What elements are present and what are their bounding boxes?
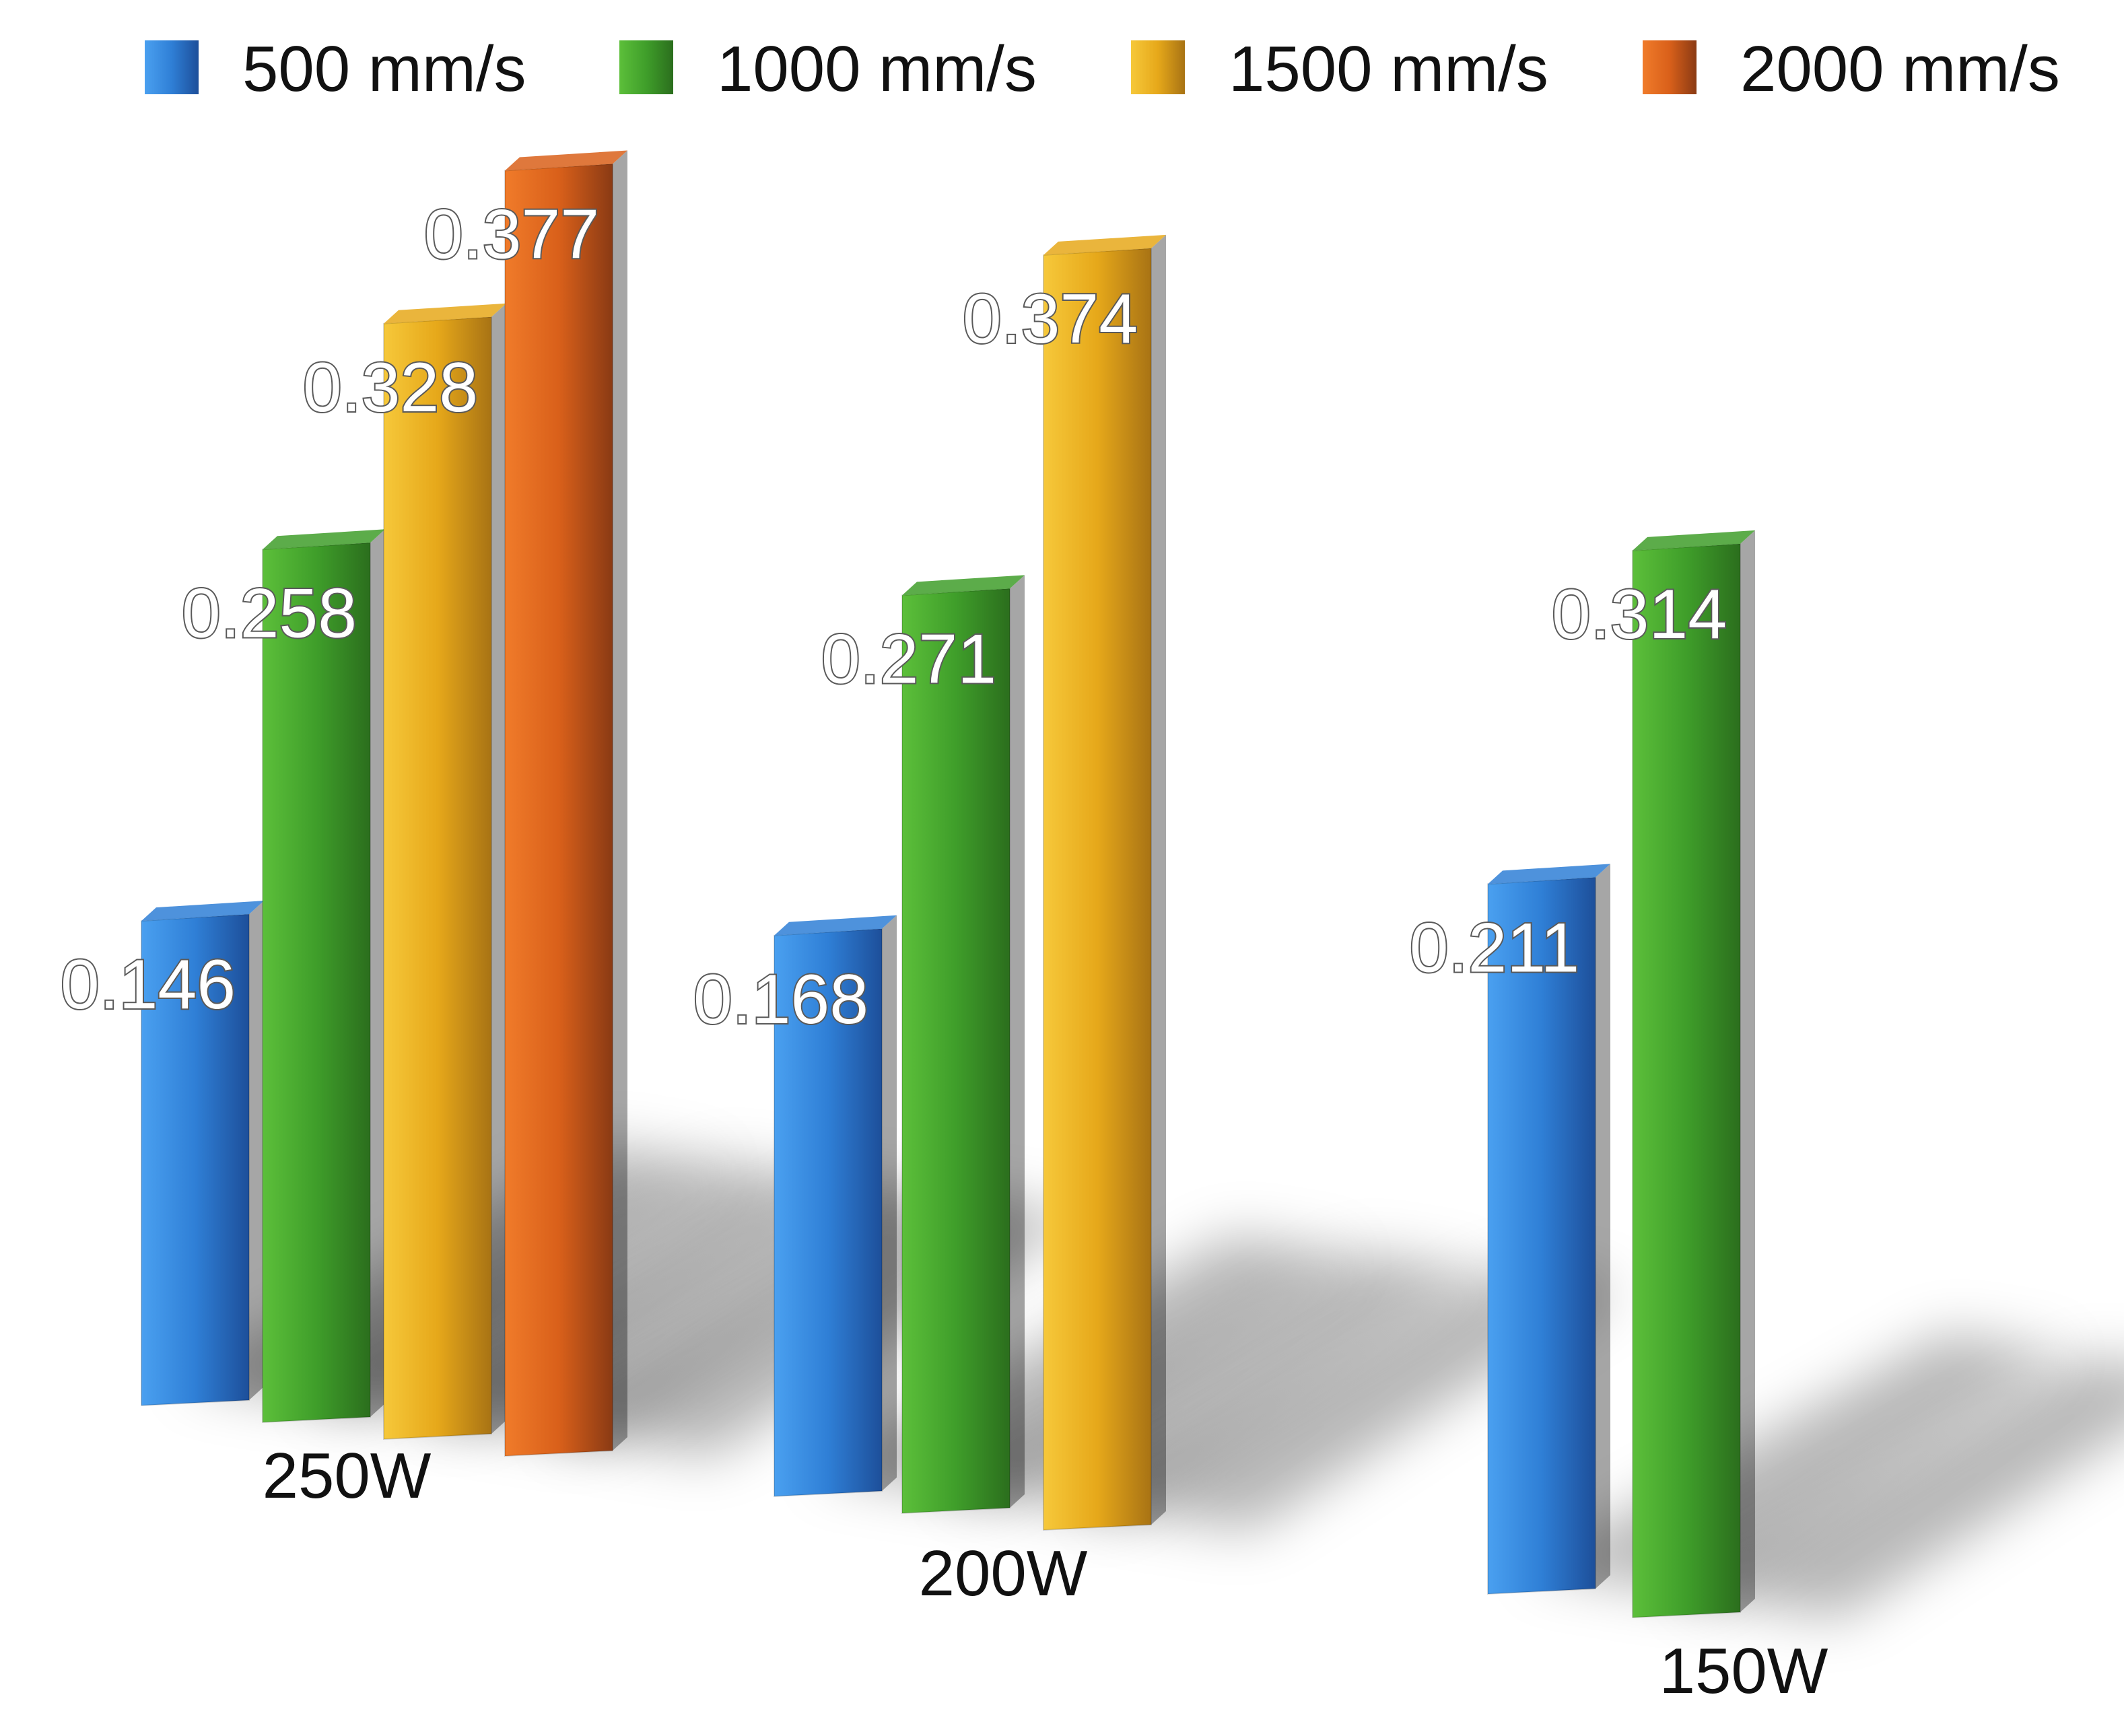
bar-top [1043, 234, 1166, 255]
legend-label-500-mm-s: 500 mm/s [242, 33, 526, 105]
legend-label-2000-mm-s: 2000 mm/s [1740, 33, 2060, 105]
legend-swatch-1000-mm-s [619, 40, 673, 94]
bar-top [902, 575, 1025, 596]
bar-shadow [1673, 1356, 2124, 1619]
bar-top [1633, 530, 1755, 551]
bar-side [1740, 530, 1755, 1612]
bar-250w-500-mm-s [141, 913, 250, 1407]
bar-250w-1500-mm-s [383, 316, 492, 1440]
data-label-250w-2000-mm-s: 0.377 [424, 195, 599, 273]
data-label-200w-1000-mm-s: 0.271 [821, 620, 996, 698]
bar-top [505, 150, 627, 171]
bar-side [882, 915, 897, 1491]
bar-200w-1500-mm-s [1043, 247, 1152, 1531]
bar-top [384, 303, 506, 324]
data-labels: 0.146 0.258 0.328 0.377 0.168 0.271 0.374 0.211… [59, 194, 1728, 1039]
bar-side [1151, 234, 1166, 1525]
category-label-250w: 250W [263, 1440, 432, 1512]
bar-250w-1000-mm-s [262, 542, 371, 1424]
bar-side [613, 150, 627, 1451]
bar-200w-1000-mm-s [901, 588, 1010, 1515]
data-label-200w-500-mm-s: 0.168 [693, 961, 868, 1039]
bar-top [1488, 864, 1610, 884]
data-label-150w-500-mm-s: 0.211 [1410, 909, 1580, 987]
bar-side [491, 303, 506, 1434]
bar-150w-1000-mm-s [1632, 543, 1741, 1619]
bar-side [1010, 575, 1025, 1508]
legend-label-1000-mm-s: 1000 mm/s [717, 33, 1037, 105]
category-label-200w: 200W [919, 1537, 1088, 1609]
bars [141, 150, 1755, 1619]
data-label-250w-1000-mm-s: 0.258 [182, 574, 357, 652]
data-label-150w-1000-mm-s: 0.314 [1552, 576, 1727, 654]
category-labels: 250W 200W 150W [263, 1440, 1828, 1707]
data-label-250w-500-mm-s: 0.146 [61, 946, 236, 1024]
legend: 500 mm/s 1000 mm/s 1500 mm/s 2000 mm/s [145, 33, 2060, 105]
data-label-200w-1500-mm-s: 0.374 [963, 280, 1138, 358]
legend-label-1500-mm-s: 1500 mm/s [1229, 33, 1548, 105]
legend-swatch-2000-mm-s [1643, 40, 1697, 94]
bar-side [1596, 864, 1610, 1589]
legend-swatch-500-mm-s [145, 40, 199, 94]
bar-250w-2000-mm-s [504, 163, 613, 1457]
bar-top [263, 529, 385, 550]
bar-top [141, 901, 264, 922]
legend-swatch-1500-mm-s [1131, 40, 1185, 94]
bar-150w-500-mm-s [1487, 876, 1596, 1595]
category-label-150w: 150W [1659, 1635, 1828, 1707]
bar-side [370, 529, 385, 1417]
data-label-250w-1500-mm-s: 0.328 [303, 349, 478, 427]
bar-side [249, 901, 264, 1400]
bar-top [774, 915, 897, 936]
